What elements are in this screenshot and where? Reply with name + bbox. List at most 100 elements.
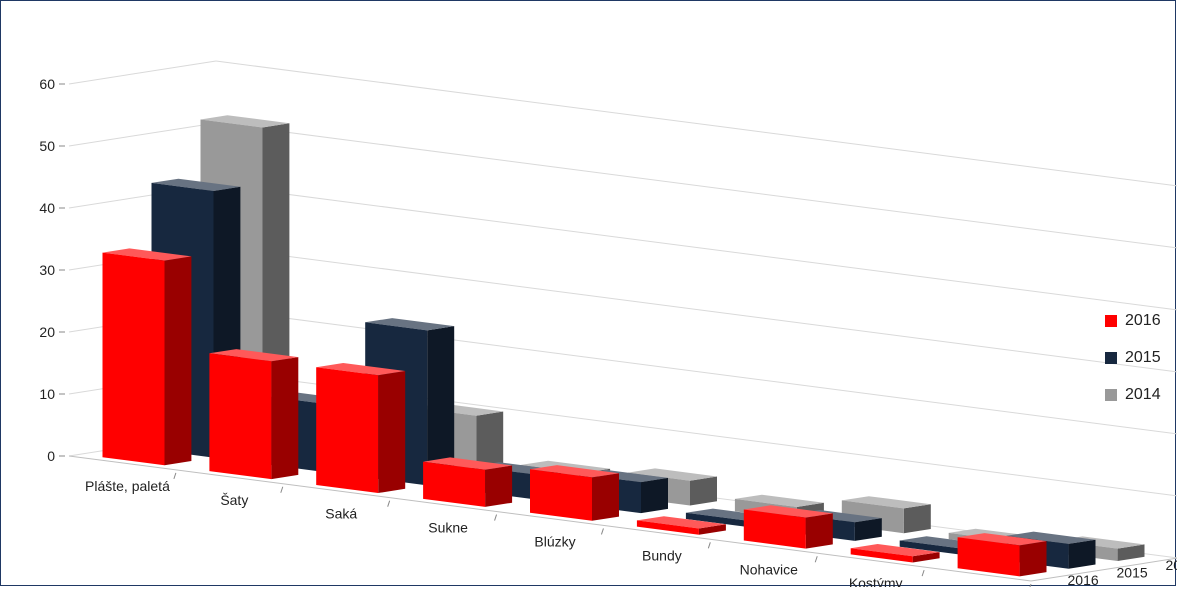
bar-top (743, 505, 833, 518)
bar-2016-1 (102, 248, 192, 466)
depth-axis-line (1030, 557, 1178, 582)
side-gridline (68, 122, 217, 147)
bar-side (1068, 539, 1096, 569)
legend: 2016 2015 2014 (1105, 302, 1161, 413)
y-axis: 0 10 20 30 40 50 60 (39, 76, 65, 464)
x-tick (707, 542, 711, 549)
legend-item-2016: 2016 (1105, 302, 1161, 339)
bar-side (164, 256, 192, 466)
y-tick-label: 20 (39, 324, 55, 340)
bar-2016-8 (850, 544, 940, 563)
bar-top (200, 115, 290, 128)
bar-top (151, 178, 241, 191)
bar-side (592, 473, 619, 521)
series-tick-label: 2016 (1068, 572, 1099, 587)
legend-label-2014: 2014 (1125, 385, 1161, 403)
y-tick-label: 60 (39, 76, 55, 92)
series-tick-label: 2014 (1166, 557, 1178, 573)
y-tick-label: 40 (39, 200, 55, 216)
x-axis-line (68, 455, 1032, 582)
y-tick-label: 0 (47, 448, 55, 464)
x-tick (280, 486, 284, 493)
legend-label-2016: 2016 (1125, 311, 1161, 329)
side-gridline (68, 60, 217, 85)
bar-front (316, 367, 379, 493)
x-tick (814, 556, 818, 563)
bar-top (957, 533, 1047, 546)
x-tick-label: Plášte, paletá (85, 478, 170, 494)
bar-side (485, 465, 513, 507)
bar-top (636, 516, 726, 529)
bar-top (841, 496, 931, 509)
bar-side (476, 411, 504, 478)
bar-side (1019, 541, 1047, 577)
bar-front (423, 461, 486, 507)
bar-side (912, 552, 940, 563)
x-tick (600, 528, 604, 535)
bar-front (530, 469, 592, 521)
bar-top (530, 465, 619, 478)
gridline (215, 246, 1178, 373)
bar-front (899, 540, 962, 555)
legend-item-2014: 2014 (1105, 376, 1161, 413)
bar-front (850, 548, 913, 563)
bar-side (641, 477, 668, 514)
bar-side (690, 476, 717, 506)
series-tick-label: 2015 (1117, 565, 1148, 581)
legend-label-2015: 2015 (1125, 348, 1161, 366)
x-tick-label: Saká (325, 506, 357, 522)
bar-top (423, 457, 513, 470)
x-tick-label: Blúzky (534, 534, 575, 550)
x-tick (1028, 583, 1032, 591)
bar-front (636, 520, 699, 535)
x-tick (387, 500, 391, 507)
bar-side (698, 524, 726, 535)
x-tick-label: Šaty (220, 492, 248, 508)
gridline (215, 184, 1178, 311)
x-tick (921, 569, 925, 577)
y-tick-label: 50 (39, 138, 55, 154)
legend-item-2015: 2015 (1105, 339, 1161, 376)
bar-2016-9 (957, 533, 1047, 577)
bar-top (1006, 531, 1096, 544)
x-tick-label: Sukne (428, 520, 468, 536)
bar-2016-2 (209, 349, 299, 480)
bar-front (209, 353, 272, 480)
bar-2016-4 (423, 457, 513, 507)
bar-side (378, 371, 406, 493)
series-axis: 2016 2015 2014 (1068, 557, 1178, 588)
bar-top (102, 248, 192, 261)
bar-top (365, 318, 455, 331)
x-tick-label: Kostýmy (849, 575, 903, 587)
bar-top (316, 363, 406, 376)
bar-side (271, 357, 299, 480)
bar-front (743, 509, 806, 549)
bar-front (957, 537, 1020, 577)
bar-side (854, 518, 882, 541)
bar-2016-7 (743, 505, 833, 549)
x-tick-label: Nohavice (740, 561, 799, 577)
bar-top (628, 468, 717, 481)
bar-top (734, 494, 824, 507)
gridline (215, 122, 1178, 249)
x-tick (173, 472, 177, 480)
bar-side (903, 504, 931, 534)
bar-side (1117, 544, 1145, 561)
bar-2016-3 (316, 363, 406, 493)
bars (102, 115, 1145, 577)
bar-top (209, 349, 299, 362)
x-tick (494, 514, 498, 521)
bar-side (427, 326, 455, 486)
bar-2016-5 (530, 465, 619, 521)
legend-swatch-2014 (1105, 388, 1117, 401)
bar-front (102, 252, 165, 466)
bar-side (805, 513, 833, 549)
legend-swatch-2015 (1105, 351, 1117, 364)
bar-front (685, 512, 748, 527)
legend-swatch-2016 (1105, 314, 1117, 327)
y-tick-label: 30 (39, 262, 55, 278)
bar-2016-6 (636, 516, 726, 535)
gridline (215, 60, 1178, 187)
x-tick-label: Bundy (642, 547, 682, 563)
